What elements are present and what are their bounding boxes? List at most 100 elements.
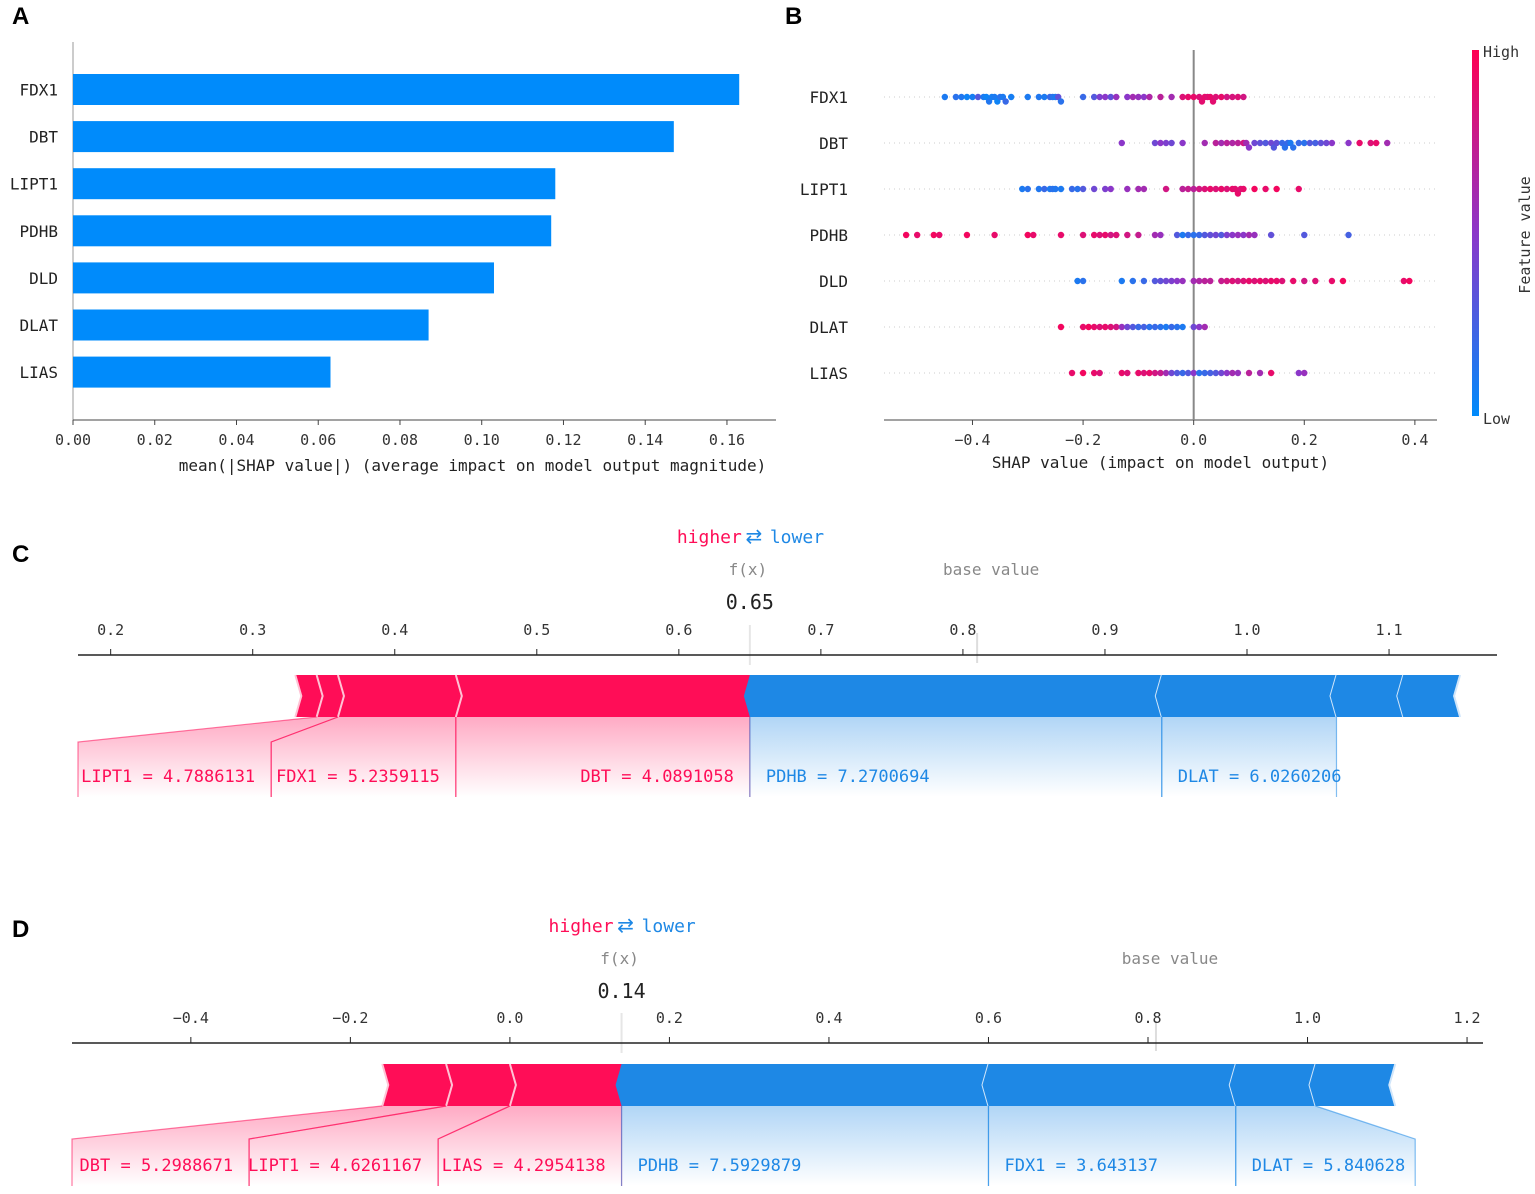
force-segment-pos — [446, 1064, 516, 1106]
x-tick-label-a: 0.10 — [464, 431, 500, 449]
dot-dld — [1273, 277, 1280, 285]
dot-lipt1 — [1052, 185, 1059, 193]
dot-dbt — [1295, 139, 1302, 147]
dot-dbt — [1229, 139, 1236, 147]
dot-fdx1 — [1041, 93, 1048, 101]
dot-lias — [1190, 369, 1197, 377]
base-value-label: base value — [1122, 949, 1218, 968]
dot-lias — [1201, 369, 1208, 377]
bar-lipt1 — [73, 168, 556, 200]
x-tick-label: 0.4 — [381, 621, 408, 639]
bar-fdx1 — [73, 74, 740, 105]
dot-lipt1 — [1135, 185, 1142, 193]
x-axis-title-a: mean(|SHAP value|) (average impact on mo… — [179, 456, 767, 475]
dot-dbt — [1212, 139, 1220, 147]
dot-dld — [1151, 277, 1159, 285]
x-tick-label: 0.4 — [815, 1009, 842, 1027]
dot-dbt — [1306, 139, 1314, 147]
force-segment-pos — [455, 675, 756, 717]
segment-separator — [454, 674, 463, 718]
dot-dbt — [1251, 139, 1258, 147]
dot-lias — [1256, 369, 1264, 377]
dot-lipt1 — [1262, 185, 1269, 193]
dot-dlat — [1118, 323, 1125, 331]
dot-dlat — [1129, 323, 1137, 331]
dot-dlat — [1079, 323, 1087, 331]
dot-pdhb — [963, 231, 971, 239]
lower-label: lower — [642, 916, 696, 937]
dot-lias — [1207, 369, 1214, 377]
dot-dlat — [1085, 323, 1092, 331]
label-connector — [248, 1105, 447, 1186]
dot-pdhb — [1245, 231, 1253, 239]
dot-pdhb — [1124, 231, 1131, 239]
dot-dlat — [1107, 323, 1114, 331]
dot-dlat — [1196, 323, 1203, 331]
feature-label-lipt1: LIPT1 = 4.6261167 — [248, 1156, 422, 1176]
dot-fdx1 — [974, 93, 982, 101]
dot-fdx1 — [1184, 93, 1192, 101]
dot-dbt — [1256, 139, 1264, 147]
dot-fdx1 — [1168, 93, 1175, 101]
x-tick-label-a: 0.12 — [545, 431, 581, 449]
dot-dld — [1262, 277, 1269, 285]
dot-fdx1 — [1024, 93, 1031, 101]
y-label-lias: LIAS — [809, 364, 848, 383]
y-label-lipt1: LIPT1 — [800, 180, 848, 199]
feature-label-fdx1: FDX1 = 3.643137 — [1004, 1156, 1158, 1176]
dot-dld — [1173, 277, 1181, 285]
dot-dld — [1157, 277, 1164, 285]
x-tick-label-a: 0.16 — [709, 431, 745, 449]
dot-dld — [1290, 277, 1297, 285]
dot-dlat — [1096, 323, 1103, 331]
y-label-lias: LIAS — [19, 363, 58, 382]
dot-lipt1 — [1102, 185, 1109, 193]
fx-value: 0.65 — [726, 590, 774, 614]
dot-lias — [1118, 369, 1125, 377]
dot-dbt — [1179, 139, 1186, 147]
dot-dbt — [1162, 139, 1170, 147]
dot-lipt1 — [1251, 185, 1258, 193]
dot-dbt — [1245, 144, 1253, 151]
dot-lias — [1267, 369, 1275, 377]
dot-dld — [1079, 277, 1087, 285]
bar-dbt — [73, 121, 674, 153]
dot-lipt1 — [1196, 185, 1203, 193]
dot-lias — [1096, 369, 1103, 377]
label-wedge-pos — [438, 1106, 622, 1186]
dot-lias — [1124, 369, 1131, 377]
x-tick-label-a: 0.14 — [627, 431, 663, 449]
y-label-fdx1: FDX1 — [19, 81, 58, 100]
dot-fdx1 — [1240, 93, 1247, 101]
bar-dlat — [73, 309, 429, 341]
dot-fdx1 — [1179, 93, 1186, 101]
force-segment-neg — [1155, 675, 1337, 717]
fx-name: f(x) — [600, 949, 639, 968]
force-segment-pos — [509, 1064, 628, 1106]
dot-fdx1 — [1223, 93, 1231, 101]
dot-dbt — [1384, 139, 1391, 147]
x-tick-label-b: 0.2 — [1291, 431, 1318, 449]
bar-pdhb — [73, 215, 552, 247]
y-label-dld: DLD — [29, 269, 58, 288]
dot-pdhb — [1113, 231, 1120, 239]
dot-pdhb — [902, 231, 910, 239]
dot-dbt — [1151, 139, 1159, 147]
base-value-label: base value — [943, 560, 1039, 579]
dot-pdhb — [1240, 231, 1247, 239]
dot-dld — [1118, 277, 1125, 285]
dot-dlat — [1146, 323, 1153, 331]
dot-pdhb — [1107, 231, 1114, 239]
x-tick-label: 1.0 — [1294, 1009, 1321, 1027]
dot-lias — [1168, 369, 1175, 377]
dot-fdx1 — [1190, 93, 1197, 101]
dot-pdhb — [1184, 231, 1192, 239]
dot-dlat — [1162, 323, 1170, 331]
dot-pdhb — [1079, 231, 1087, 239]
colorbar — [1472, 50, 1479, 416]
dot-dbt — [1218, 139, 1225, 147]
dot-dld — [1168, 277, 1175, 285]
